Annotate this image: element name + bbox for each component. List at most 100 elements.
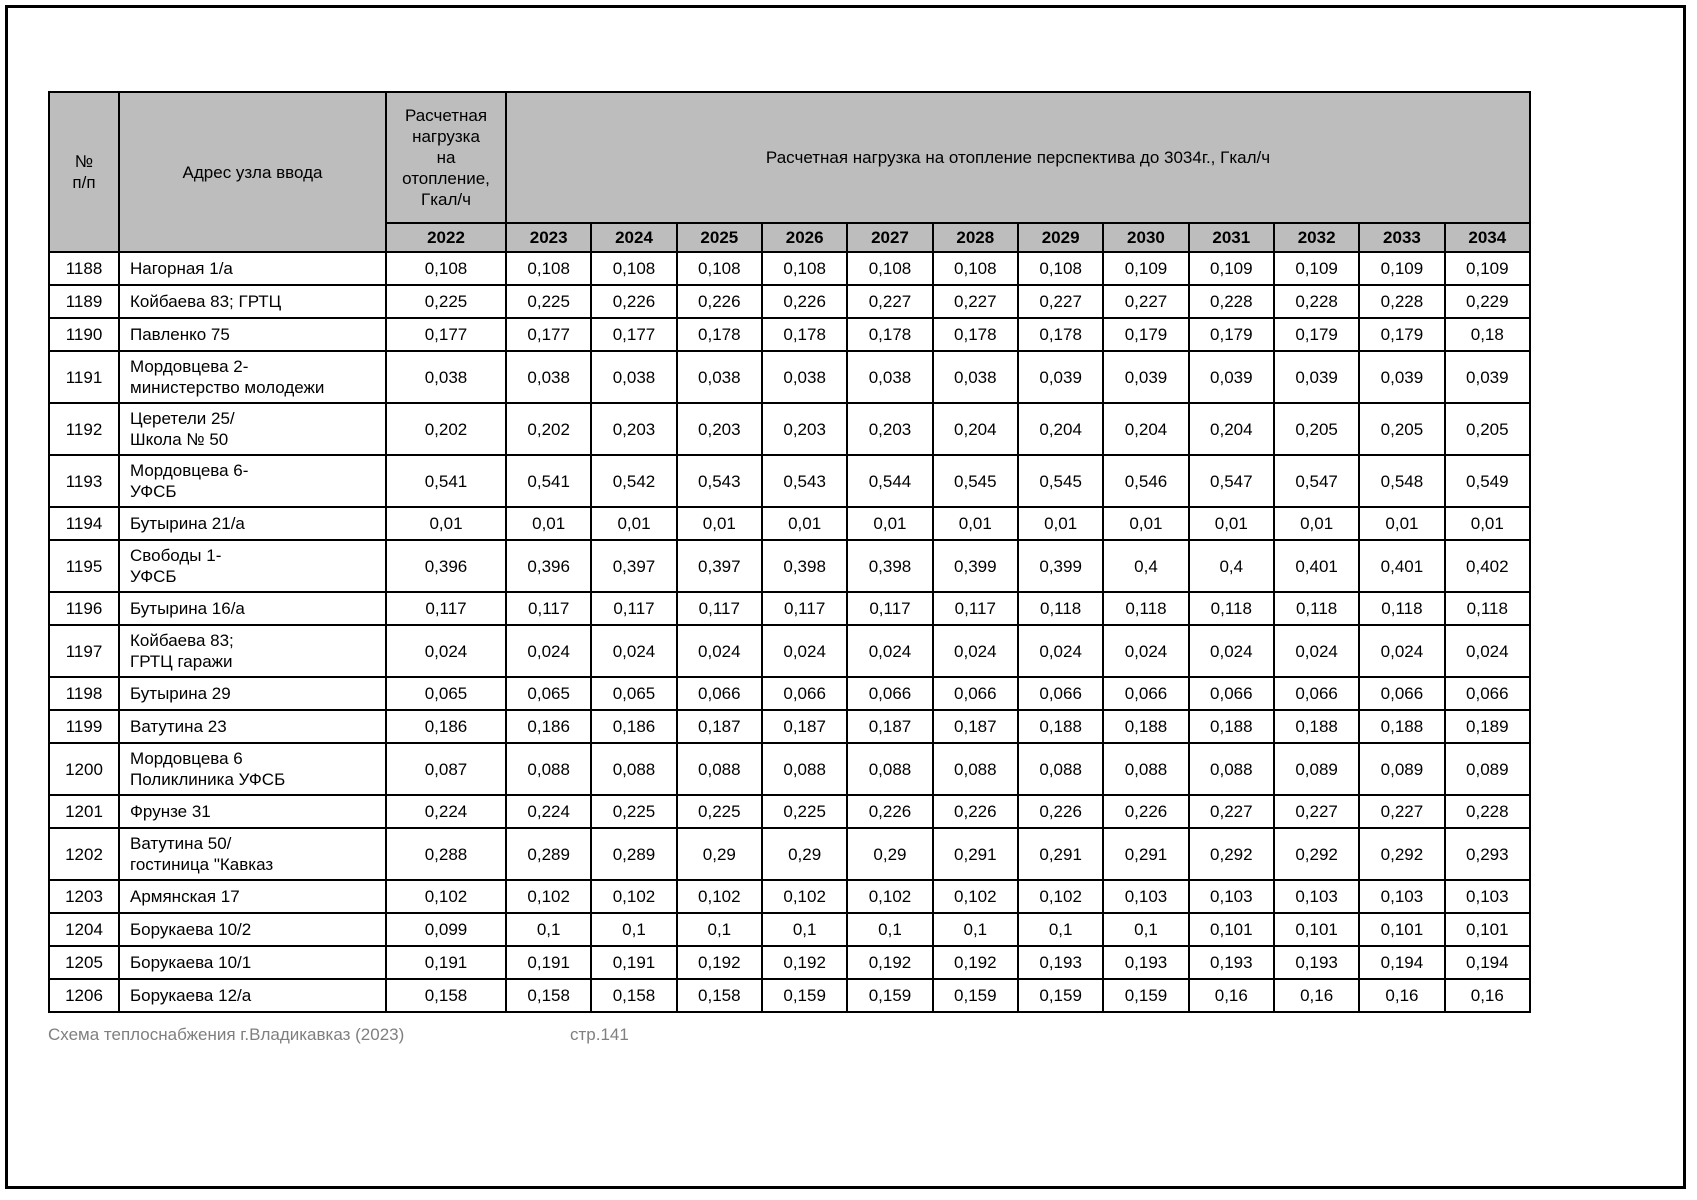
- load-value: 0,159: [931, 978, 1019, 1013]
- row-number: 1200: [48, 742, 120, 796]
- load-value: 0,191: [385, 945, 507, 980]
- load-value: 0,186: [385, 709, 507, 744]
- row-address: Койбаева 83; ГРТЦ гаражи: [118, 624, 387, 678]
- load-value: 0,101: [1443, 912, 1532, 947]
- load-value: 0,038: [931, 350, 1019, 404]
- load-value: 0,187: [675, 709, 763, 744]
- load-value: 0,024: [846, 624, 934, 678]
- table-row: 1199 Ватутина 23 0,186 0,186 0,186 0,187 0,187…: [48, 709, 1532, 744]
- load-value: 0,117: [675, 591, 763, 626]
- load-value: 0,087: [385, 742, 507, 796]
- load-value: 0,066: [846, 676, 934, 711]
- load-value: 0,024: [1272, 624, 1361, 678]
- load-value: 0,29: [760, 827, 849, 881]
- table-row: 1202 Ватутина 50/ гостиница "Кавказ 0,288 0…: [48, 827, 1532, 881]
- load-value: 0,177: [590, 317, 678, 352]
- load-value: 0,177: [385, 317, 507, 352]
- load-value: 0,225: [590, 794, 678, 829]
- load-value: 0,118: [1187, 591, 1275, 626]
- load-value: 0,066: [1272, 676, 1361, 711]
- footer-document-title: Схема теплоснабжения г.Владикавказ (2023…: [48, 1025, 405, 1044]
- load-value: 0,188: [1187, 709, 1275, 744]
- load-value: 0,01: [1358, 506, 1446, 541]
- load-value: 0,16: [1443, 978, 1532, 1013]
- load-value: 0,103: [1272, 879, 1361, 914]
- load-value: 0,193: [1272, 945, 1361, 980]
- load-value: 0,01: [1443, 506, 1532, 541]
- load-value: 0,397: [675, 539, 763, 593]
- load-value: 0,159: [1016, 978, 1105, 1013]
- row-address: Бутырина 29: [118, 676, 387, 711]
- load-value: 0,543: [675, 454, 763, 508]
- load-value: 0,227: [1358, 794, 1446, 829]
- load-value: 0,038: [760, 350, 849, 404]
- row-number: 1202: [48, 827, 120, 881]
- load-value: 0,118: [1358, 591, 1446, 626]
- load-value: 0,1: [846, 912, 934, 947]
- load-value: 0,1: [675, 912, 763, 947]
- load-value: 0,102: [590, 879, 678, 914]
- load-value: 0,088: [931, 742, 1019, 796]
- load-value: 0,01: [675, 506, 763, 541]
- load-value: 0,102: [1016, 879, 1105, 914]
- load-value: 0,225: [385, 284, 507, 319]
- load-value: 0,038: [675, 350, 763, 404]
- load-value: 0,109: [1358, 251, 1446, 286]
- load-value: 0,399: [1016, 539, 1105, 593]
- table-row: 1191 Мордовцева 2- министерство молодежи 0…: [48, 350, 1532, 404]
- row-number: 1188: [48, 251, 120, 286]
- row-address: Борукаева 10/2: [118, 912, 387, 947]
- load-value: 0,089: [1358, 742, 1446, 796]
- load-value: 0,228: [1272, 284, 1361, 319]
- load-value: 0,226: [675, 284, 763, 319]
- load-value: 0,024: [504, 624, 593, 678]
- load-value: 0,289: [590, 827, 678, 881]
- load-value: 0,548: [1358, 454, 1446, 508]
- load-value: 0,1: [1016, 912, 1105, 947]
- row-address: Ватутина 50/ гостиница "Кавказ: [118, 827, 387, 881]
- load-value: 0,291: [1016, 827, 1105, 881]
- load-value: 0,117: [590, 591, 678, 626]
- load-value: 0,203: [846, 402, 934, 456]
- load-value: 0,102: [931, 879, 1019, 914]
- load-value: 0,202: [385, 402, 507, 456]
- load-value: 0,178: [760, 317, 849, 352]
- load-value: 0,117: [385, 591, 507, 626]
- load-value: 0,099: [385, 912, 507, 947]
- table-row: 1204 Борукаева 10/2 0,099 0,1 0,1 0,1 0,1 0,1 0,…: [48, 912, 1532, 947]
- load-value: 0,088: [760, 742, 849, 796]
- load-value: 0,397: [590, 539, 678, 593]
- row-address: Мордовцева 6- УФСБ: [118, 454, 387, 508]
- row-address: Церетели 25/ Школа № 50: [118, 402, 387, 456]
- load-value: 0,544: [846, 454, 934, 508]
- load-value: 0,024: [760, 624, 849, 678]
- load-value: 0,193: [1187, 945, 1275, 980]
- load-value: 0,101: [1187, 912, 1275, 947]
- load-value: 0,103: [1102, 879, 1190, 914]
- load-value: 0,187: [846, 709, 934, 744]
- row-number: 1199: [48, 709, 120, 744]
- load-value: 0,103: [1443, 879, 1532, 914]
- load-value: 0,193: [1016, 945, 1105, 980]
- load-value: 0,088: [846, 742, 934, 796]
- load-value: 0,186: [590, 709, 678, 744]
- load-value: 0,024: [1016, 624, 1105, 678]
- table-row: 1190 Павленко 75 0,177 0,177 0,177 0,178 0,178…: [48, 317, 1532, 352]
- load-value: 0,292: [1187, 827, 1275, 881]
- load-value: 0,118: [1272, 591, 1361, 626]
- load-value: 0,4: [1102, 539, 1190, 593]
- load-value: 0,065: [385, 676, 507, 711]
- year-header: 2027: [846, 222, 934, 253]
- row-address: Борукаева 10/1: [118, 945, 387, 980]
- load-value: 0,117: [931, 591, 1019, 626]
- load-value: 0,117: [846, 591, 934, 626]
- load-value: 0,108: [1016, 251, 1105, 286]
- table-header-row: № п/п Адрес узла ввода Расчетная нагрузк…: [48, 91, 1531, 253]
- load-value: 0,158: [675, 978, 763, 1013]
- row-number: 1195: [48, 539, 120, 593]
- load-value: 0,039: [1272, 350, 1361, 404]
- load-value: 0,024: [931, 624, 1019, 678]
- load-value: 0,224: [385, 794, 507, 829]
- load-value: 0,066: [1016, 676, 1105, 711]
- load-value: 0,1: [590, 912, 678, 947]
